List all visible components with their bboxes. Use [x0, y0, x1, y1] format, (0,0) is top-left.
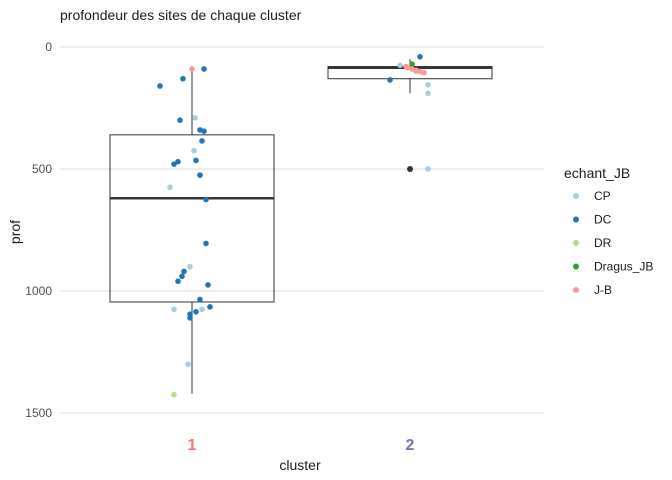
outlier-point [407, 166, 413, 172]
grid [60, 46, 544, 414]
data-point [203, 240, 209, 247]
data-point [171, 391, 177, 398]
data-point [187, 263, 193, 270]
legend-label: Dragus_JB [594, 260, 653, 274]
y-tick-label: 500 [32, 162, 52, 176]
y-tick-label: 1000 [25, 284, 52, 298]
data-point [167, 184, 173, 191]
data-point [425, 90, 431, 97]
data-point [197, 172, 203, 178]
chart-title: profondeur des sites de chaque cluster [60, 7, 302, 23]
points [157, 53, 431, 398]
legend-key [573, 216, 579, 223]
data-point [203, 196, 209, 203]
y-tick-label: 1500 [25, 406, 52, 420]
data-point [193, 308, 199, 315]
legend-key [573, 193, 579, 199]
data-point [193, 157, 199, 164]
data-point [191, 147, 197, 154]
box [109, 134, 275, 303]
y-tick-label: 0 [45, 40, 52, 54]
data-point [205, 282, 211, 288]
data-point [175, 158, 181, 165]
data-point [397, 62, 403, 69]
data-point [177, 117, 183, 123]
data-point [171, 161, 177, 167]
legend-label: J-B [594, 283, 612, 297]
legend-label: DR [594, 236, 612, 250]
x-tick-label: 2 [406, 437, 415, 454]
data-point [192, 114, 198, 121]
data-point [201, 66, 207, 72]
data-point [189, 66, 195, 72]
legend-label: CP [594, 189, 611, 203]
data-point [175, 278, 181, 285]
data-point [181, 268, 187, 275]
boxes [109, 59, 493, 394]
data-point [409, 61, 415, 67]
legend: echant_JB CP DC DR Dragus_JB J-B [564, 165, 653, 297]
data-point [179, 273, 185, 280]
axes: 0 500 1000 1500 1 2 [25, 40, 414, 454]
data-point [417, 53, 423, 60]
data-point [157, 83, 163, 89]
x-tick-label: 1 [188, 437, 197, 454]
data-point [199, 138, 205, 144]
legend-key [573, 263, 579, 270]
data-point [171, 306, 177, 313]
data-point [197, 296, 203, 303]
data-point [425, 166, 431, 172]
legend-title: echant_JB [564, 165, 630, 181]
data-point [201, 128, 207, 134]
data-point [187, 315, 193, 321]
y-axis-title: prof [7, 220, 23, 244]
legend-key [573, 240, 579, 246]
legend-key [573, 287, 579, 293]
data-point [425, 82, 431, 88]
legend-label: DC [594, 213, 612, 227]
x-axis-title: cluster [279, 457, 321, 473]
data-point [185, 361, 191, 368]
data-point [421, 69, 427, 76]
data-point [180, 75, 186, 82]
data-point [387, 77, 393, 83]
data-point [199, 306, 205, 313]
data-point [207, 304, 213, 310]
